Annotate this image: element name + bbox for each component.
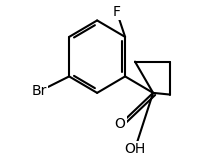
Text: F: F [113,5,121,19]
Text: Br: Br [32,84,47,98]
Text: O: O [115,117,126,131]
Text: OH: OH [124,142,146,156]
